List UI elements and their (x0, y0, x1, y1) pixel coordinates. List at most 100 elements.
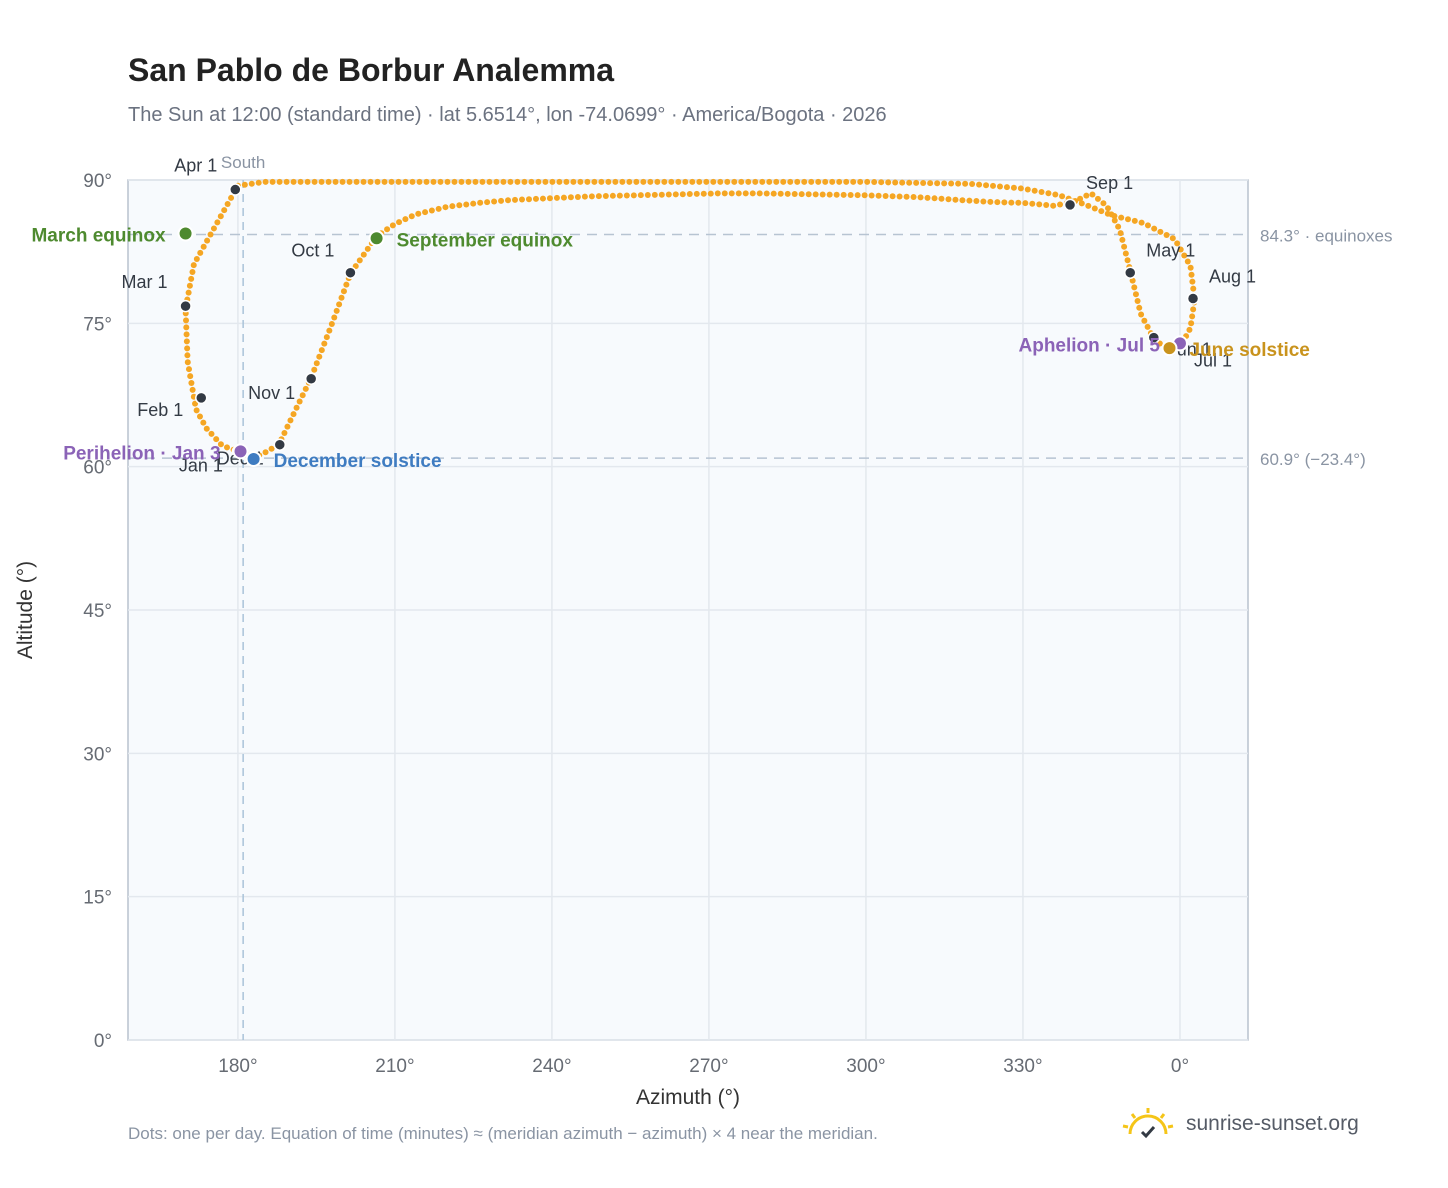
day-dot (1036, 201, 1043, 208)
x-tick-label: 270° (689, 1056, 728, 1077)
day-dot (1111, 217, 1118, 224)
month-marker-label: Nov 1 (248, 383, 295, 403)
day-dot (574, 193, 581, 200)
day-dot (983, 182, 990, 189)
day-dot (352, 263, 359, 270)
event-label: September equinox (397, 230, 574, 251)
day-dot (1121, 243, 1128, 250)
day-dot (532, 195, 539, 202)
month-marker-label: Mar 1 (122, 272, 168, 292)
day-dot (1156, 340, 1163, 347)
day-dot (1124, 216, 1131, 223)
day-dot (1188, 320, 1195, 327)
brand[interactable]: sunrise-sunset.org (1120, 1104, 1359, 1144)
day-dot (224, 201, 231, 208)
day-dot (717, 178, 724, 185)
day-dot (994, 199, 1001, 206)
reference-line-label: 84.3° · equinoxes (1260, 226, 1393, 245)
day-dot (616, 192, 623, 199)
day-dot (228, 194, 235, 201)
day-dot (343, 281, 350, 288)
day-dot (470, 200, 477, 207)
day-dot (686, 191, 693, 198)
day-dot (759, 178, 766, 185)
day-dot (1190, 285, 1197, 292)
day-dot (1129, 277, 1136, 284)
day-dot (525, 196, 532, 203)
day-dot (408, 213, 415, 220)
month-marker (229, 183, 242, 196)
day-dot (784, 190, 791, 197)
day-dot (654, 178, 661, 185)
x-tick-label: 240° (532, 1056, 571, 1077)
day-dot (535, 178, 542, 185)
day-dot (1131, 217, 1138, 224)
day-dot (486, 178, 493, 185)
day-dot (269, 178, 276, 185)
day-dot (745, 178, 752, 185)
axes: 180° 210° 240° 270° 300° 330° 0° 0° 15° 30° 45° 60°… (83, 171, 1189, 1077)
day-dot (1163, 232, 1170, 239)
y-axis-label: Altitude (°) (14, 561, 37, 659)
day-dot (952, 196, 959, 203)
day-dot (1104, 210, 1111, 217)
day-dot (990, 182, 997, 189)
day-dot (318, 347, 325, 354)
day-dot (360, 178, 367, 185)
day-dot (605, 178, 612, 185)
month-marker-label: Feb 1 (137, 400, 183, 420)
day-dot (889, 193, 896, 200)
day-dot (661, 178, 668, 185)
day-dot (1045, 190, 1052, 197)
day-dot (913, 179, 920, 186)
day-dot (798, 191, 805, 198)
day-dot (200, 419, 207, 426)
day-dot (451, 178, 458, 185)
day-dot (801, 178, 808, 185)
day-dot (623, 192, 630, 199)
day-dot (328, 321, 335, 328)
day-dot (633, 178, 640, 185)
day-dot (248, 180, 255, 187)
day-dot (630, 192, 637, 199)
day-dot (1089, 191, 1096, 198)
day-dot (773, 178, 780, 185)
day-dot (458, 178, 465, 185)
day-dot (609, 192, 616, 199)
month-marker (1063, 198, 1077, 212)
day-dot (941, 180, 948, 187)
day-dot (955, 180, 962, 187)
day-dot (505, 197, 512, 204)
day-dot (1138, 311, 1145, 318)
event-marker (177, 225, 194, 242)
day-dot (1190, 306, 1197, 313)
day-dot (595, 193, 602, 200)
day-dot (1022, 200, 1029, 207)
month-marker (344, 266, 357, 279)
day-dot (882, 193, 889, 200)
day-dot (892, 179, 899, 186)
day-dot (815, 178, 822, 185)
day-dot (333, 307, 340, 314)
day-dot (479, 178, 486, 185)
day-dot (665, 191, 672, 198)
day-dot (969, 180, 976, 187)
day-dot (1187, 264, 1194, 271)
day-dot (794, 178, 801, 185)
month-marker-label: Oct 1 (291, 241, 334, 261)
day-dot (200, 243, 207, 250)
event-marker (1161, 340, 1178, 357)
day-dot (423, 178, 430, 185)
day-dot (581, 193, 588, 200)
day-dot (787, 178, 794, 185)
day-dot (208, 430, 215, 437)
day-dot (356, 257, 363, 264)
month-marker-label: Jan 1 (179, 455, 223, 475)
reference-line-label: 60.9° (−23.4°) (1260, 450, 1366, 469)
day-dot (498, 197, 505, 204)
day-dot (184, 352, 191, 359)
day-dot (1144, 222, 1151, 229)
day-dot (822, 178, 829, 185)
day-dot (449, 203, 456, 210)
day-dot (770, 190, 777, 197)
